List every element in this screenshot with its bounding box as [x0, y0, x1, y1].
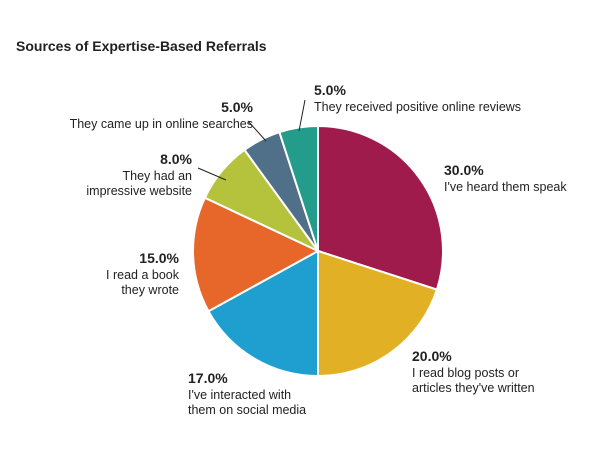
slice-category-label: They had an: [123, 169, 193, 183]
slice-category-label: They came up in online searches: [70, 117, 253, 131]
pie-slice-1: [317, 124, 444, 291]
slice-category-label: they wrote: [121, 283, 179, 297]
slice-category-label: impressive website: [86, 184, 192, 198]
slice-value-label: 17.0%: [188, 370, 228, 386]
slice-value-label: 5.0%: [314, 82, 346, 98]
slice-category-label: them on social media: [188, 403, 306, 417]
pie-slice-4: [192, 196, 321, 313]
pie-slice-7: [278, 124, 319, 252]
slice-value-label: 8.0%: [160, 151, 192, 167]
slice-value-label: 30.0%: [444, 162, 484, 178]
slice-value-label: 5.0%: [221, 99, 253, 115]
leader-line-7: [298, 99, 306, 132]
slice-category-label: articles they've written: [412, 381, 535, 395]
slice-category-label: I've interacted with: [188, 388, 291, 402]
pie-slice-2: [317, 249, 439, 378]
slice-value-label: 20.0%: [412, 348, 452, 364]
slice-category-label: I've heard them speak: [444, 180, 567, 194]
slice-category-label: I read blog posts or: [412, 366, 519, 380]
pie-slice-3: [207, 249, 319, 378]
slice-category-label: They received positive online reviews: [314, 100, 521, 114]
chart-title: Sources of Expertise-Based Referrals: [16, 38, 267, 54]
leader-line-5: [197, 167, 227, 181]
slice-category-label: I read a book: [106, 268, 180, 282]
slice-value-label: 15.0%: [139, 250, 179, 266]
leader-line-6: [247, 120, 267, 142]
